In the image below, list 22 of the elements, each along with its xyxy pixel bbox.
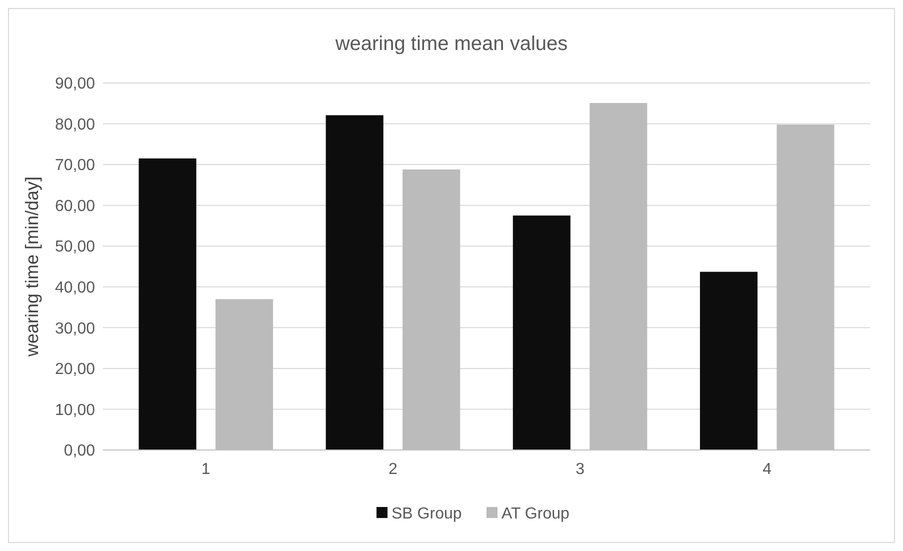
y-tick-label: 10,00 <box>54 402 96 419</box>
x-tick-label: 1 <box>201 461 210 478</box>
bar <box>326 115 384 450</box>
bar <box>138 158 196 450</box>
y-tick-label: 80,00 <box>54 116 96 134</box>
legend-label: AT Group <box>502 506 570 523</box>
bar <box>700 272 758 450</box>
chart-title: wearing time mean values <box>334 33 568 55</box>
y-tick-label: 30,00 <box>54 320 96 338</box>
y-tick-label: 0,00 <box>64 442 96 460</box>
x-tick-label: 4 <box>762 461 772 478</box>
y-axis-title: wearing time [min/day] <box>22 176 42 358</box>
x-tick-label: 3 <box>576 461 585 478</box>
y-tick-label: 60,00 <box>54 198 96 215</box>
y-tick-label: 20,00 <box>54 361 96 378</box>
y-tick-label: 90,00 <box>54 76 96 93</box>
y-tick-label: 50,00 <box>54 238 96 256</box>
y-tick-label: 40,00 <box>54 279 96 296</box>
bar <box>512 216 570 450</box>
legend-label: SB Group <box>392 506 462 523</box>
y-tick-label: 70,00 <box>54 157 96 174</box>
x-tick-label: 2 <box>388 461 398 478</box>
